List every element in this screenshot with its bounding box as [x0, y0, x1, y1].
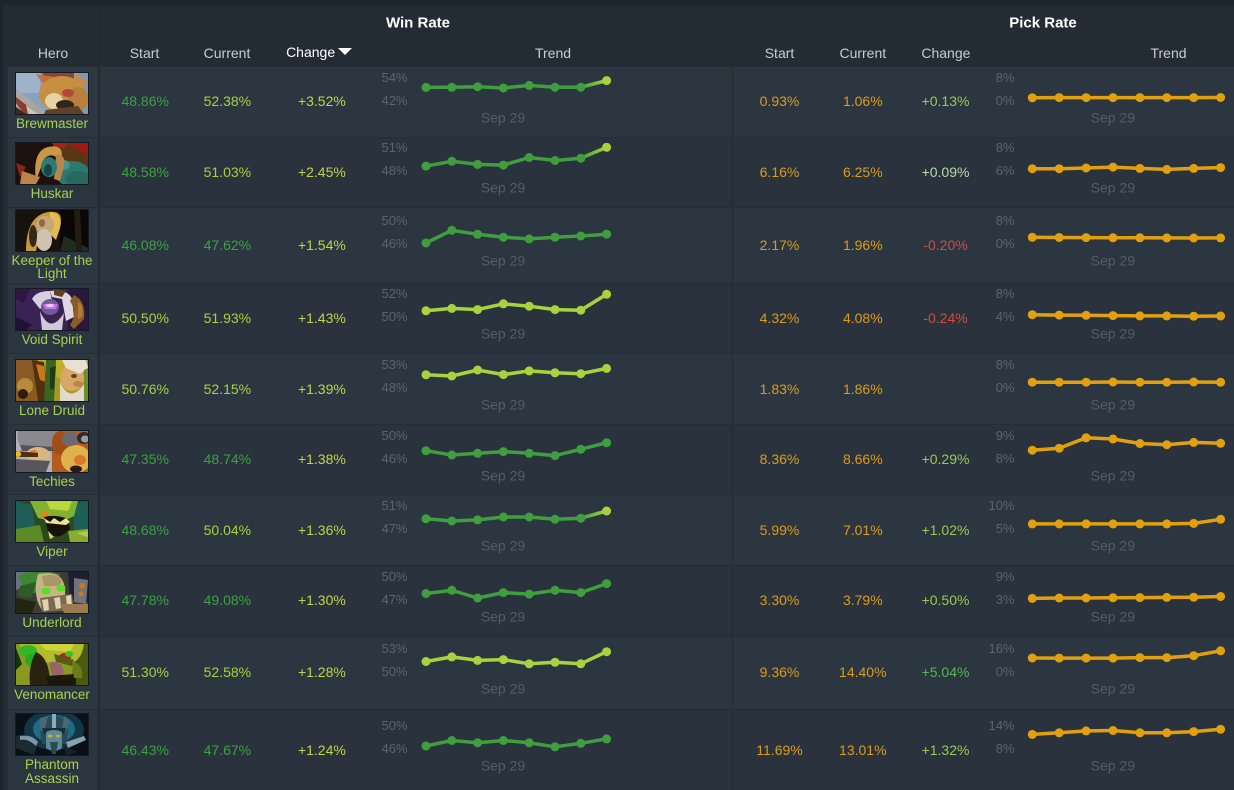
svg-text:54%: 54% [381, 73, 407, 85]
svg-text:51%: 51% [381, 143, 407, 155]
svg-text:50%: 50% [381, 216, 407, 228]
svg-text:Sep 29: Sep 29 [1091, 467, 1136, 483]
svg-text:Sep 29: Sep 29 [1091, 608, 1136, 624]
svg-text:14%: 14% [988, 721, 1014, 733]
svg-text:Sep 29: Sep 29 [1091, 538, 1136, 554]
svg-text:Sep 29: Sep 29 [1091, 109, 1136, 125]
svg-text:53%: 53% [381, 360, 407, 372]
svg-text:48%: 48% [381, 163, 407, 178]
svg-text:Sep 29: Sep 29 [1091, 326, 1136, 342]
svg-text:46%: 46% [381, 236, 407, 251]
svg-text:53%: 53% [381, 644, 407, 656]
svg-text:5%: 5% [996, 521, 1015, 536]
svg-text:0%: 0% [996, 93, 1015, 108]
svg-text:47%: 47% [381, 592, 407, 607]
svg-text:8%: 8% [996, 360, 1015, 372]
svg-text:46%: 46% [381, 451, 407, 466]
svg-text:Sep 29: Sep 29 [481, 467, 526, 483]
svg-text:42%: 42% [381, 93, 407, 108]
svg-text:0%: 0% [996, 664, 1015, 679]
svg-text:50%: 50% [381, 309, 407, 324]
svg-text:52%: 52% [381, 289, 407, 301]
svg-text:Sep 29: Sep 29 [481, 180, 526, 196]
svg-text:Sep 29: Sep 29 [481, 538, 526, 554]
svg-text:48%: 48% [381, 380, 407, 395]
svg-text:8%: 8% [996, 451, 1015, 466]
svg-text:Sep 29: Sep 29 [1091, 180, 1136, 196]
svg-text:16%: 16% [988, 644, 1014, 656]
svg-text:46%: 46% [381, 741, 407, 756]
svg-text:Sep 29: Sep 29 [481, 109, 526, 125]
svg-text:Sep 29: Sep 29 [481, 397, 526, 413]
svg-text:Sep 29: Sep 29 [481, 326, 526, 342]
svg-text:6%: 6% [996, 163, 1015, 178]
svg-text:8%: 8% [996, 143, 1015, 155]
svg-text:0%: 0% [996, 380, 1015, 395]
svg-text:8%: 8% [996, 216, 1015, 228]
svg-text:Sep 29: Sep 29 [1091, 253, 1136, 269]
svg-text:Sep 29: Sep 29 [1091, 397, 1136, 413]
svg-text:3%: 3% [996, 592, 1015, 607]
svg-text:9%: 9% [996, 572, 1015, 584]
svg-text:Sep 29: Sep 29 [481, 680, 526, 696]
svg-text:Sep 29: Sep 29 [481, 253, 526, 269]
svg-text:51%: 51% [381, 501, 407, 513]
svg-text:4%: 4% [996, 309, 1015, 324]
svg-text:50%: 50% [381, 572, 407, 584]
svg-text:47%: 47% [381, 521, 407, 536]
svg-text:Sep 29: Sep 29 [1091, 758, 1136, 774]
svg-text:10%: 10% [988, 501, 1014, 513]
svg-text:9%: 9% [996, 431, 1015, 443]
svg-text:50%: 50% [381, 721, 407, 733]
svg-text:8%: 8% [996, 289, 1015, 301]
svg-text:Sep 29: Sep 29 [481, 758, 526, 774]
svg-text:0%: 0% [996, 236, 1015, 251]
svg-text:Sep 29: Sep 29 [1091, 680, 1136, 696]
svg-text:8%: 8% [996, 741, 1015, 756]
svg-text:Sep 29: Sep 29 [481, 608, 526, 624]
svg-text:8%: 8% [996, 73, 1015, 85]
svg-text:50%: 50% [381, 431, 407, 443]
svg-text:50%: 50% [381, 664, 407, 679]
